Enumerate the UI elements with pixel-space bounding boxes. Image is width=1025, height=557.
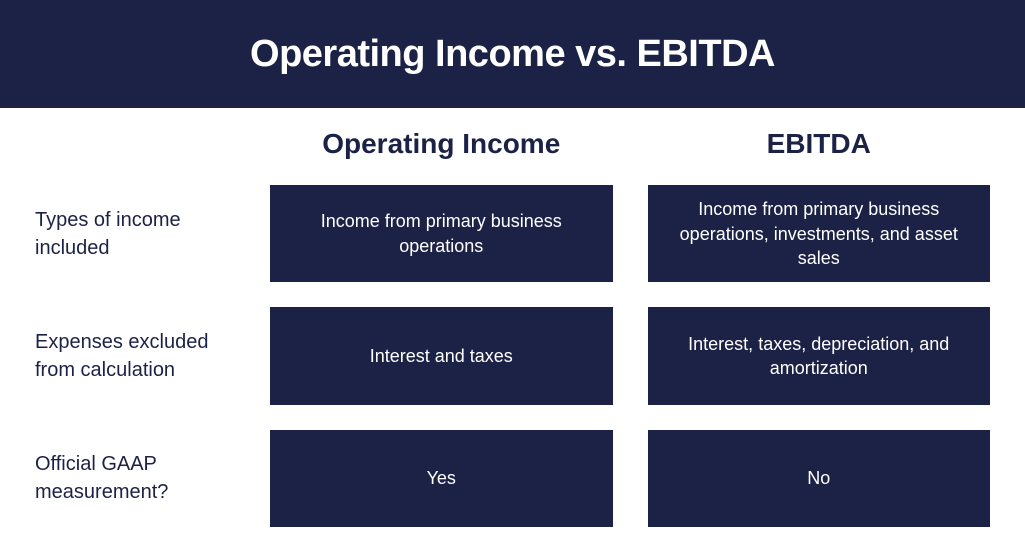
cell-0-a: Income from primary business operations (270, 185, 613, 282)
comparison-infographic: Operating Income vs. EBITDA Operating In… (0, 0, 1025, 557)
column-title-b: EBITDA (648, 128, 991, 160)
grid-spacer (35, 128, 235, 160)
page-title: Operating Income vs. EBITDA (250, 33, 775, 76)
row-label-0: Types of income included (35, 185, 235, 282)
cell-1-a: Interest and taxes (270, 307, 613, 404)
column-title-a: Operating Income (270, 128, 613, 160)
cell-1-b: Interest, taxes, depreciation, and amort… (648, 307, 991, 404)
row-label-2: Official GAAP measurement? (35, 430, 235, 527)
cell-2-b: No (648, 430, 991, 527)
cell-0-b: Income from primary business operations,… (648, 185, 991, 282)
row-label-1: Expenses excluded from calculation (35, 307, 235, 404)
comparison-grid: Operating Income EBITDA Types of income … (0, 108, 1025, 557)
cell-2-a: Yes (270, 430, 613, 527)
header-bar: Operating Income vs. EBITDA (0, 0, 1025, 108)
